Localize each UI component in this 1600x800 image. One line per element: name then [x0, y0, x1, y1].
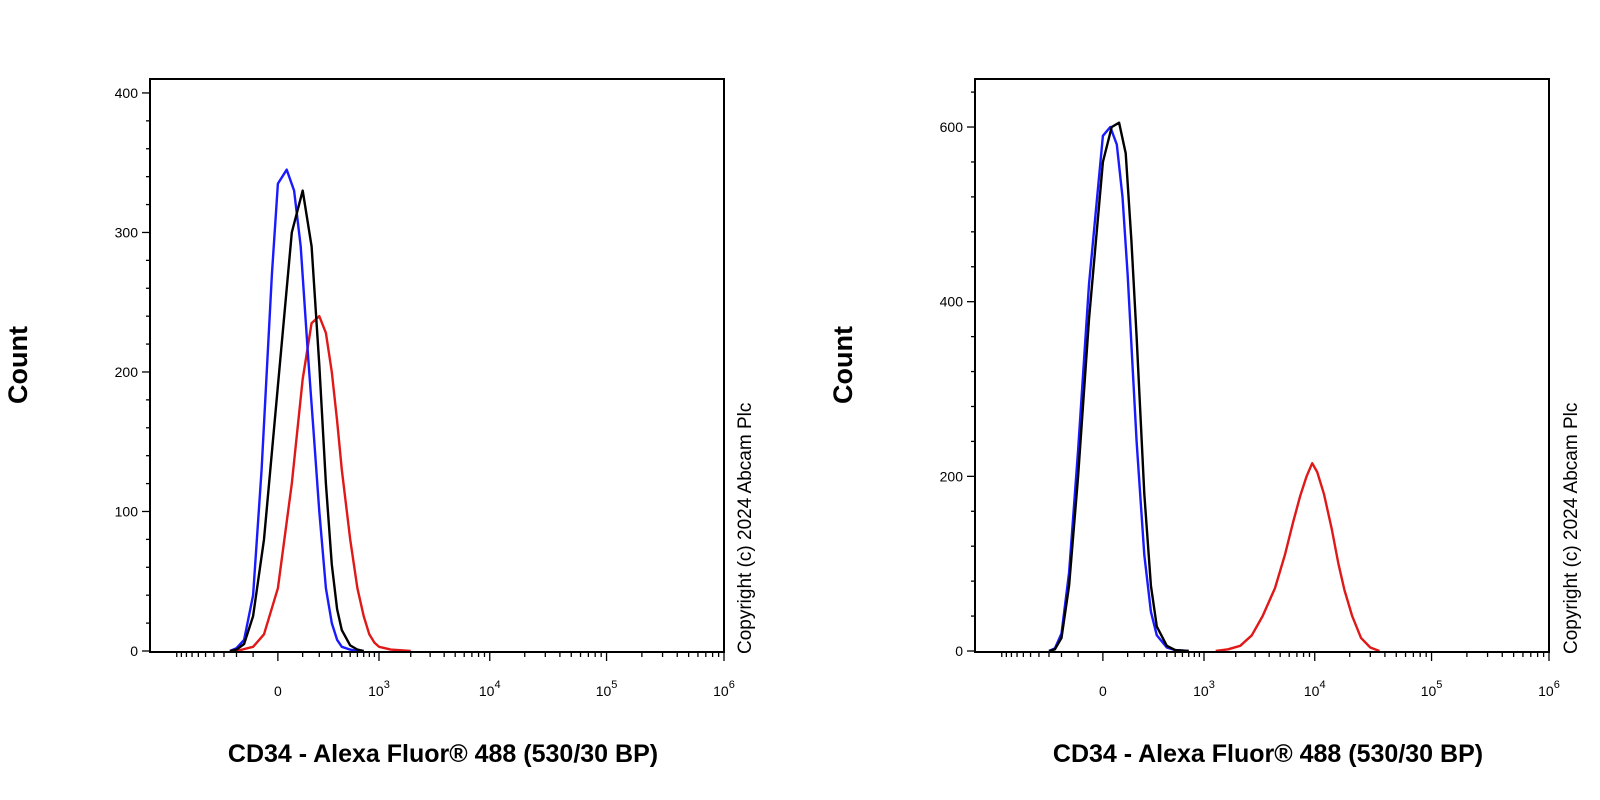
x-tick-label: 104	[1304, 679, 1326, 699]
x-tick-label: 103	[368, 679, 390, 699]
x-tick-exponent: 5	[611, 679, 617, 691]
x-tick-label: 103	[1193, 679, 1215, 699]
x-tick-exponent: 5	[1436, 679, 1442, 691]
x-tick-label: 105	[596, 679, 618, 699]
series-black-line	[1048, 121, 1189, 653]
x-tick-label: 0	[1099, 683, 1107, 699]
copyright-annotation: Copyright (c) 2024 Abcam Plc	[1561, 403, 1582, 654]
histogram-series	[1048, 121, 1380, 653]
y-tick-label: 300	[115, 224, 139, 240]
x-axis-ticks: 0 103 104 105 106	[1001, 652, 1560, 699]
y-tick-label: 200	[115, 364, 139, 380]
series-blue-line	[229, 168, 364, 653]
x-tick-label: 105	[1421, 679, 1443, 699]
y-tick-label: 100	[115, 503, 139, 519]
x-axis-label: CD34 - Alexa Fluor® 488 (530/30 BP)	[228, 740, 658, 768]
x-tick-exponent: 3	[384, 679, 390, 691]
y-axis-ticks: 0 200 400 600	[940, 91, 975, 659]
series-black-line	[229, 189, 364, 653]
x-tick-exponent: 4	[1319, 679, 1325, 691]
x-axis-label: CD34 - Alexa Fluor® 488 (530/30 BP)	[1053, 740, 1483, 768]
y-tick-label: 600	[940, 119, 964, 135]
x-axis-ticks: 0 103 104 105 106	[176, 652, 735, 699]
x-tick-exponent: 6	[1554, 679, 1560, 691]
y-axis-label: Count	[828, 326, 858, 404]
copyright-annotation: Copyright (c) 2024 Abcam Plc	[735, 403, 756, 654]
x-tick-label: 0	[274, 683, 282, 699]
x-tick-exponent: 3	[1209, 679, 1215, 691]
x-tick-label: 106	[1538, 679, 1560, 699]
plot-area-frame	[149, 78, 725, 653]
plot-area-frame	[974, 78, 1550, 653]
histogram-panel-left: Count CD34 - Alexa Fluor® 488 (530/30 BP…	[3, 78, 756, 768]
y-tick-label: 400	[940, 294, 964, 310]
x-tick-exponent: 6	[729, 679, 735, 691]
y-axis-ticks: 0 100 200 300 400	[115, 85, 150, 659]
x-tick-label: 104	[479, 679, 501, 699]
y-tick-label: 0	[955, 643, 963, 659]
series-red-line	[1215, 462, 1380, 653]
histogram-panel-right: Count CD34 - Alexa Fluor® 488 (530/30 BP…	[828, 78, 1582, 768]
series-red-line	[236, 315, 411, 653]
histogram-series	[229, 168, 411, 653]
x-tick-label: 106	[713, 679, 735, 699]
series-blue-line	[1048, 125, 1189, 653]
y-tick-label: 0	[130, 643, 138, 659]
x-tick-exponent: 4	[494, 679, 500, 691]
y-tick-label: 400	[115, 85, 139, 101]
y-axis-label: Count	[3, 326, 33, 404]
y-tick-label: 200	[940, 468, 964, 484]
